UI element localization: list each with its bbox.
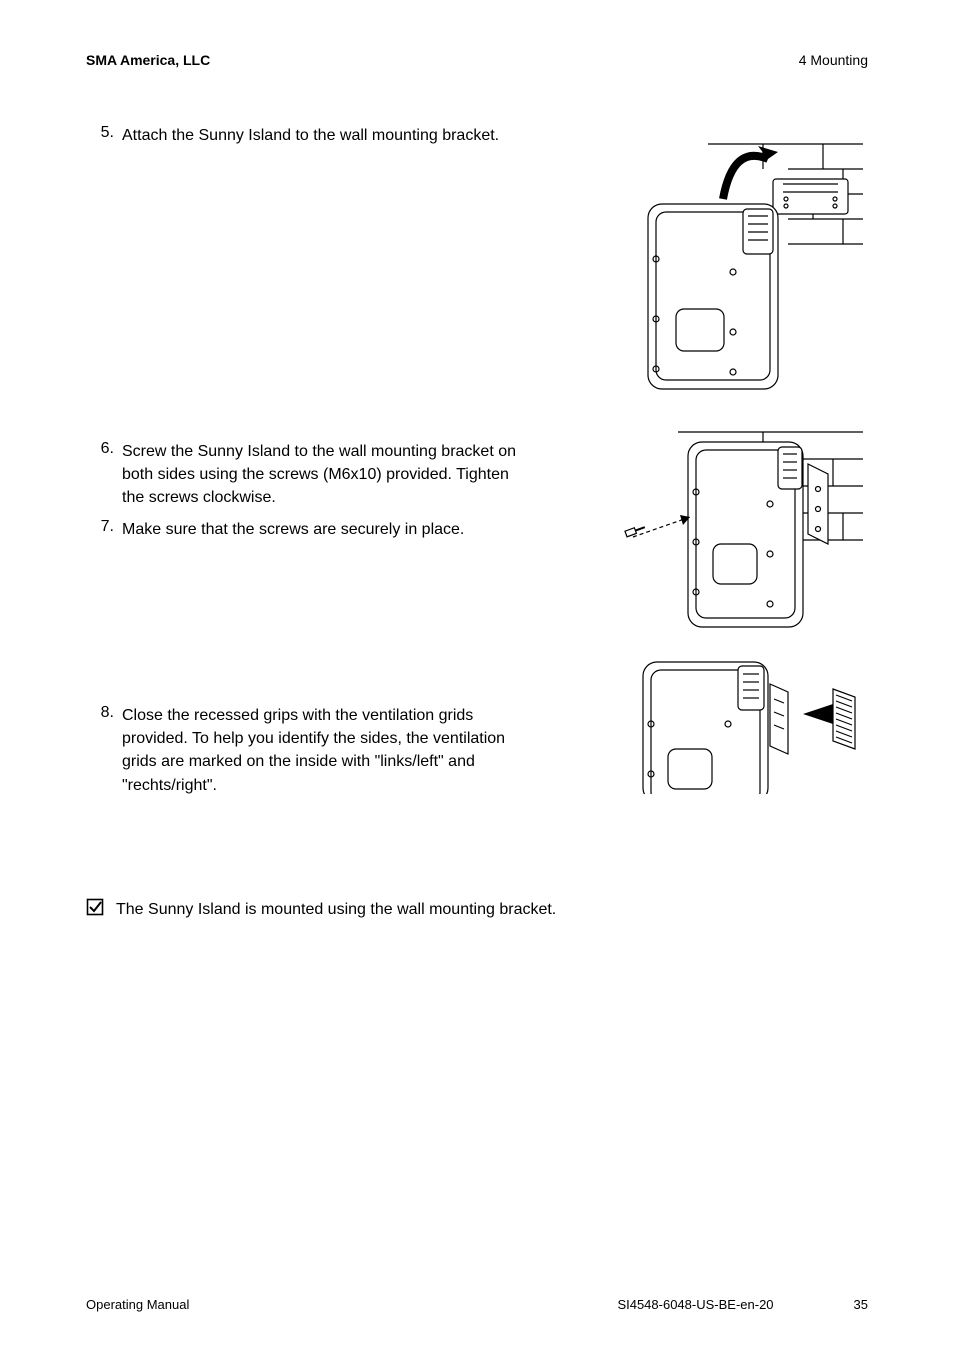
result-text: The Sunny Island is mounted using the wa…	[116, 898, 556, 921]
page-header: SMA America, LLC 4 Mounting	[86, 52, 868, 68]
figure-attach	[608, 124, 868, 394]
figure-ventgrid	[608, 654, 868, 794]
figure-screw	[608, 414, 868, 634]
footer-docnum: SI4548-6048-US-BE-en-20	[617, 1297, 773, 1312]
step-6-text: Screw the Sunny Island to the wall mount…	[122, 440, 522, 510]
step-6-number: 6.	[86, 440, 122, 458]
step-8-text: Close the recessed grips with the ventil…	[122, 704, 522, 797]
page: SMA America, LLC 4 Mounting	[0, 0, 954, 1352]
content-area: 5. Attach the Sunny Island to the wall m…	[86, 124, 868, 921]
result-row: The Sunny Island is mounted using the wa…	[86, 898, 868, 921]
company-name: SMA America, LLC	[86, 52, 210, 68]
section-label: 4 Mounting	[799, 52, 868, 68]
step-7-number: 7.	[86, 518, 122, 536]
step-5-text: Attach the Sunny Island to the wall moun…	[122, 124, 522, 147]
footer-page: 35	[854, 1297, 868, 1312]
step-8-number: 8.	[86, 704, 122, 722]
checkbox-icon	[86, 898, 104, 916]
step-7-text: Make sure that the screws are securely i…	[122, 518, 522, 541]
footer-left: Operating Manual	[86, 1297, 189, 1312]
page-footer: Operating Manual SI4548-6048-US-BE-en-20…	[86, 1297, 868, 1312]
step-5-number: 5.	[86, 124, 122, 142]
